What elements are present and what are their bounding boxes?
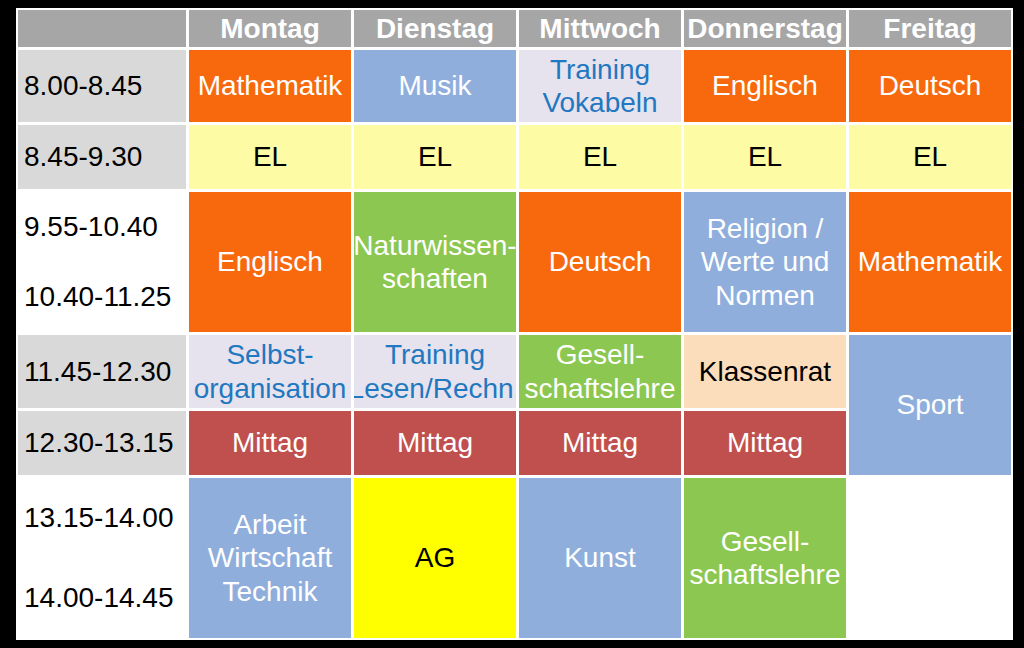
- time-0845-0930: 8.45-9.30: [18, 125, 186, 189]
- cell-wed-deutsch: Deutsch: [519, 192, 681, 332]
- time-0955-1125: 9.55-10.40 10.40-11.25: [18, 192, 186, 332]
- cell-thu-klassenrat: Klassenrat: [684, 335, 846, 408]
- cell-tue-training-lesen-rechnen: Training Lesen/Rechn.: [354, 335, 516, 408]
- time-1230-1315: 12.30-13.15: [18, 411, 186, 475]
- cell-wed-el: EL: [519, 125, 681, 189]
- cell-mon-el: EL: [189, 125, 351, 189]
- cell-tue-ag: AG: [354, 478, 516, 638]
- cell-wed-gesellschaftslehre: Gesell- schaftslehre: [519, 335, 681, 408]
- cell-mon-mittag: Mittag: [189, 411, 351, 475]
- cell-fri-el: EL: [849, 125, 1011, 189]
- time-line-0955-1040: 9.55-10.40: [24, 210, 158, 243]
- cell-mon-arbeit-wirtschaft-technik: Arbeit Wirtschaft Technik: [189, 478, 351, 638]
- cell-thu-religion-werte-normen: Religion / Werte und Normen: [684, 192, 846, 332]
- time-line-1315-1400: 13.15-14.00: [24, 501, 173, 534]
- cell-wed-kunst: Kunst: [519, 478, 681, 638]
- timetable-slide: Montag Dienstag Mittwoch Donnerstag Frei…: [16, 8, 1013, 640]
- cell-tue-naturwissenschaften: Naturwissen- schaften: [354, 192, 516, 332]
- time-0800-0845: 8.00-8.45: [18, 50, 186, 122]
- header-donnerstag: Donnerstag: [684, 10, 846, 47]
- cell-tue-musik: Musik: [354, 50, 516, 122]
- time-line-1400-1445: 14.00-14.45: [24, 581, 173, 614]
- cell-mon-englisch: Englisch: [189, 192, 351, 332]
- time-line-1040-1125: 10.40-11.25: [24, 280, 171, 313]
- slide-canvas: Montag Dienstag Mittwoch Donnerstag Frei…: [0, 0, 1024, 648]
- header-freitag: Freitag: [849, 10, 1011, 47]
- cell-mon-mathematik: Mathematik: [189, 50, 351, 122]
- time-1315-1445: 13.15-14.00 14.00-14.45: [18, 478, 186, 638]
- time-1145-1230: 11.45-12.30: [18, 335, 186, 408]
- cell-wed-mittag: Mittag: [519, 411, 681, 475]
- header-montag: Montag: [189, 10, 351, 47]
- cell-thu-mittag: Mittag: [684, 411, 846, 475]
- timetable-grid: Montag Dienstag Mittwoch Donnerstag Frei…: [16, 8, 1013, 640]
- cell-thu-englisch: Englisch: [684, 50, 846, 122]
- cell-fri-sport: Sport: [849, 335, 1011, 475]
- cell-mon-selbstorganisation: Selbst- organisation: [189, 335, 351, 408]
- cell-wed-training-vokabeln: Training Vokabeln: [519, 50, 681, 122]
- cell-fri-mathematik: Mathematik: [849, 192, 1011, 332]
- header-dienstag: Dienstag: [354, 10, 516, 47]
- header-mittwoch: Mittwoch: [519, 10, 681, 47]
- cell-tue-el: EL: [354, 125, 516, 189]
- corner-cell: [18, 10, 186, 47]
- cell-thu-gesellschaftslehre: Gesell- schaftslehre: [684, 478, 846, 638]
- cell-fri-afternoon-empty: [849, 478, 1011, 638]
- cell-thu-el: EL: [684, 125, 846, 189]
- cell-tue-mittag: Mittag: [354, 411, 516, 475]
- cell-fri-deutsch: Deutsch: [849, 50, 1011, 122]
